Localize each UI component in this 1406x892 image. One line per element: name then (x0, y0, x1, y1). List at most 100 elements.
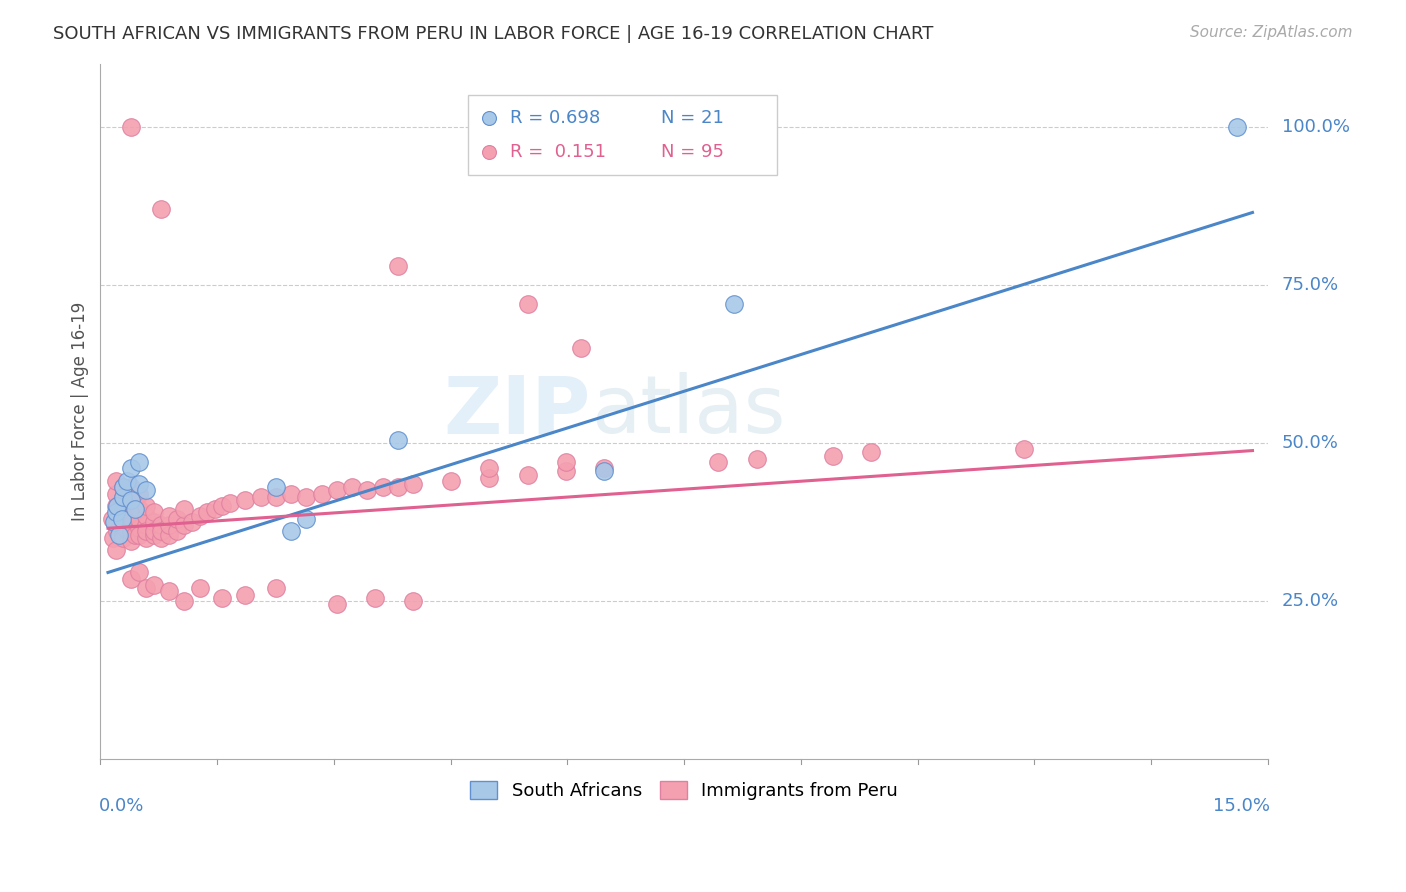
Point (120, 461, 142, 475)
Point (188, 581, 211, 595)
Point (135, 524, 157, 539)
Point (340, 480, 363, 494)
Point (188, 508, 211, 523)
Text: R = 0.698: R = 0.698 (510, 109, 600, 127)
Text: 50.0%: 50.0% (1282, 434, 1339, 452)
Text: ZIP: ZIP (443, 373, 591, 450)
Point (211, 591, 233, 605)
Text: 100.0%: 100.0% (1282, 119, 1350, 136)
Point (108, 527, 131, 541)
Point (157, 518, 180, 533)
Point (264, 490, 287, 504)
Point (142, 524, 165, 539)
Point (142, 527, 165, 541)
Point (264, 581, 287, 595)
Point (219, 496, 242, 510)
Point (115, 512, 138, 526)
Legend: South Africans, Immigrants from Peru: South Africans, Immigrants from Peru (464, 775, 904, 805)
Point (211, 499, 233, 513)
Point (326, 483, 349, 498)
Point (120, 492, 142, 507)
Point (593, 464, 616, 478)
Point (112, 515, 135, 529)
Point (104, 543, 127, 558)
Text: R =  0.151: R = 0.151 (510, 144, 606, 161)
Text: SOUTH AFRICAN VS IMMIGRANTS FROM PERU IN LABOR FORCE | AGE 16-19 CORRELATION CHA: SOUTH AFRICAN VS IMMIGRANTS FROM PERU IN… (53, 25, 934, 43)
Point (120, 524, 142, 539)
Point (173, 502, 195, 516)
Point (135, 581, 157, 595)
Point (157, 584, 180, 599)
Point (105, 524, 128, 539)
Point (295, 490, 318, 504)
Point (1012, 442, 1035, 457)
Point (142, 515, 165, 529)
Point (120, 524, 142, 539)
Point (128, 502, 150, 516)
Point (264, 480, 287, 494)
Point (121, 512, 143, 526)
Point (166, 524, 188, 539)
Point (745, 451, 768, 466)
Point (859, 445, 882, 459)
Point (150, 531, 173, 545)
Point (142, 506, 165, 520)
Point (173, 594, 195, 608)
Point (1226, 120, 1249, 135)
Point (166, 512, 188, 526)
Point (128, 566, 150, 580)
Point (173, 518, 195, 533)
FancyBboxPatch shape (468, 95, 778, 175)
Point (120, 506, 142, 520)
Point (135, 508, 157, 523)
Point (195, 506, 218, 520)
Point (440, 474, 463, 488)
Point (104, 486, 127, 500)
Point (371, 480, 394, 494)
Point (104, 474, 127, 488)
Point (707, 455, 730, 469)
Point (114, 521, 136, 535)
Point (233, 492, 256, 507)
Point (103, 515, 125, 529)
Text: 25.0%: 25.0% (1282, 592, 1339, 610)
Point (120, 492, 142, 507)
Point (112, 490, 135, 504)
Text: 75.0%: 75.0% (1282, 277, 1339, 294)
Point (115, 474, 138, 488)
Point (135, 499, 157, 513)
Point (128, 512, 150, 526)
Point (204, 502, 226, 516)
Point (387, 480, 409, 494)
Point (364, 591, 387, 605)
Point (311, 486, 333, 500)
Point (124, 527, 146, 541)
Point (128, 527, 150, 541)
Point (478, 471, 501, 485)
Point (554, 464, 576, 478)
Point (135, 531, 157, 545)
Text: N = 95: N = 95 (661, 144, 724, 161)
Point (124, 502, 146, 516)
Point (723, 297, 745, 311)
Point (128, 486, 150, 500)
Point (108, 502, 131, 516)
Point (180, 515, 202, 529)
Point (112, 492, 135, 507)
Point (142, 578, 165, 592)
Point (112, 531, 135, 545)
Text: Source: ZipAtlas.com: Source: ZipAtlas.com (1189, 25, 1353, 40)
Point (295, 512, 318, 526)
Point (120, 515, 142, 529)
Point (104, 499, 127, 513)
Point (569, 341, 592, 355)
Text: 0.0%: 0.0% (100, 797, 145, 815)
Point (112, 480, 135, 494)
Point (402, 477, 425, 491)
Point (111, 512, 134, 526)
Point (112, 506, 135, 520)
Point (135, 518, 157, 533)
Point (233, 588, 256, 602)
Point (120, 533, 142, 548)
Point (150, 524, 173, 539)
